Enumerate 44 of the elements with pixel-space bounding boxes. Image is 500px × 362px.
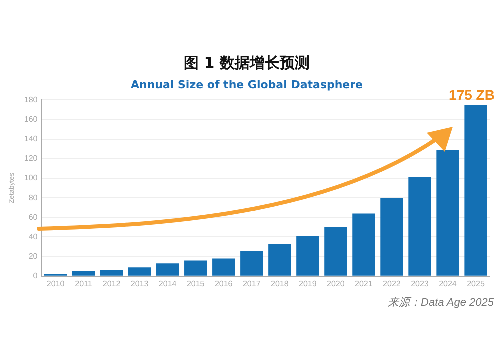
bar xyxy=(380,198,404,276)
x-tick-label: 2019 xyxy=(299,279,318,288)
x-tick-label: 2013 xyxy=(130,279,150,288)
y-tick-label: 160 xyxy=(24,114,38,124)
y-tick-label: 120 xyxy=(24,154,38,164)
y-tick-label: 0 xyxy=(33,272,38,281)
y-tick-label: 80 xyxy=(28,193,38,202)
bar xyxy=(352,214,376,276)
bar xyxy=(100,270,124,276)
x-tick-label: 2018 xyxy=(270,279,290,288)
x-tick-label: 2014 xyxy=(158,279,178,288)
annotation: 175 ZB xyxy=(449,86,495,103)
chart-title: 图 1 数据增长预测 xyxy=(184,54,310,72)
bar xyxy=(324,227,348,276)
bar xyxy=(128,268,152,276)
x-tick-label: 2017 xyxy=(242,279,262,288)
x-tick-label: 2025 xyxy=(467,279,486,288)
x-tick-label: 2023 xyxy=(411,279,430,288)
source-note: 来源：Data Age 2025 xyxy=(388,296,495,309)
y-tick-label: 140 xyxy=(24,134,38,144)
bar xyxy=(156,264,180,276)
bar xyxy=(184,260,208,276)
x-tick-label: 2016 xyxy=(214,279,234,288)
x-tick-label: 2010 xyxy=(46,279,66,288)
x-tick-label: 2012 xyxy=(102,279,122,288)
x-tick-label: 2020 xyxy=(327,279,346,288)
x-tick-label: 2021 xyxy=(355,279,374,288)
y-tick-label: 180 xyxy=(24,95,38,104)
x-tick-label: 2011 xyxy=(75,279,93,288)
x-tick-label: 2015 xyxy=(186,279,206,288)
bar xyxy=(268,244,292,276)
bar xyxy=(240,250,264,276)
chart-subtitle: Annual Size of the Global Datasphere xyxy=(130,78,364,92)
bar xyxy=(408,178,432,276)
bar xyxy=(464,105,488,276)
bar xyxy=(212,258,236,276)
y-tick-label: 40 xyxy=(28,232,38,242)
x-tick-label: 2022 xyxy=(383,279,402,288)
y-tick-label: 60 xyxy=(28,212,38,222)
y-tick-label: 100 xyxy=(24,174,38,183)
x-tick-label: 2024 xyxy=(439,279,458,288)
bar xyxy=(72,272,96,276)
y-tick-label: 20 xyxy=(28,252,38,262)
bar xyxy=(296,236,320,276)
